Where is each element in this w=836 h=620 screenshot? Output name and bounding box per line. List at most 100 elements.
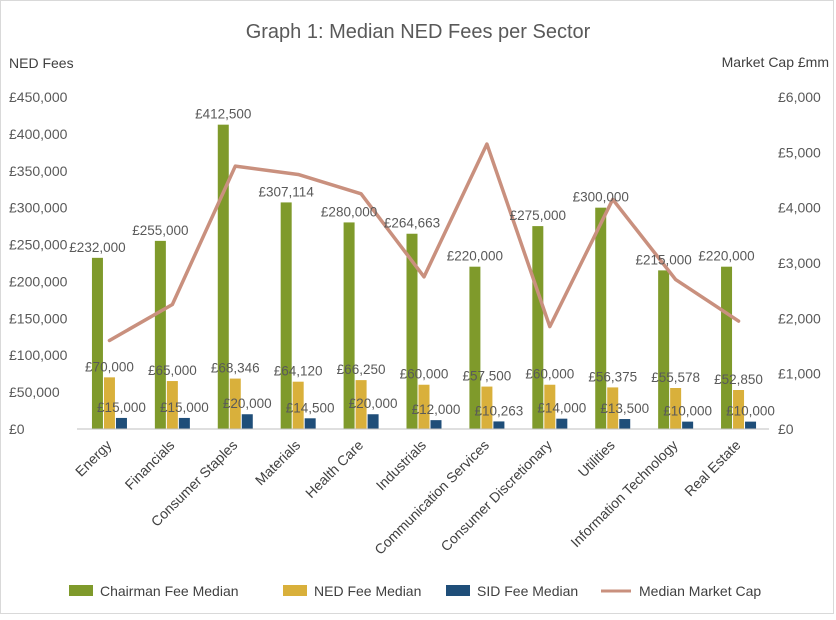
y2-tick-label: £3,000 bbox=[778, 255, 821, 271]
bar-chairman-fee-median bbox=[91, 257, 103, 429]
data-label: £65,000 bbox=[148, 363, 197, 378]
x-category-label: Utilities bbox=[575, 437, 618, 480]
data-label: £15,000 bbox=[160, 400, 209, 415]
y2-tick-label: £5,000 bbox=[778, 144, 821, 160]
bar-chairman-fee-median bbox=[595, 207, 607, 429]
y-tick-label: £0 bbox=[9, 421, 25, 437]
data-label: £220,000 bbox=[698, 249, 754, 264]
bar-sid-fee-median bbox=[304, 418, 316, 429]
bar-chairman-fee-median bbox=[280, 202, 292, 429]
y-axis-ticks: £0 £50,000 £100,000 £150,000 £200,000 £250,00… bbox=[9, 89, 68, 437]
y-tick-label: £200,000 bbox=[9, 273, 68, 289]
bar-sid-fee-median bbox=[367, 414, 379, 429]
bar-ned-fee-median bbox=[544, 384, 556, 429]
data-label: £280,000 bbox=[321, 204, 377, 219]
data-label: £66,250 bbox=[337, 362, 386, 377]
bar-ned-fee-median bbox=[229, 378, 241, 429]
data-label: £70,000 bbox=[85, 359, 134, 374]
y-tick-label: £350,000 bbox=[9, 163, 68, 179]
bar-sid-fee-median bbox=[493, 421, 505, 429]
data-label: £264,663 bbox=[384, 216, 440, 231]
bar-ned-fee-median bbox=[166, 381, 178, 429]
x-category-label: Energy bbox=[72, 437, 115, 480]
bar-sid-fee-median bbox=[115, 417, 127, 429]
y2-axis-title: Market Cap £mm bbox=[722, 54, 829, 70]
data-label: £60,000 bbox=[525, 367, 574, 382]
y-tick-label: £300,000 bbox=[9, 200, 68, 216]
bar-chairman-fee-median bbox=[154, 240, 166, 429]
data-label: £275,000 bbox=[510, 208, 566, 223]
bar-ned-fee-median bbox=[103, 377, 115, 429]
legend-swatch bbox=[283, 585, 307, 596]
bar-ned-fee-median bbox=[733, 390, 745, 429]
data-label: £20,000 bbox=[223, 396, 272, 411]
x-category-label: Industrials bbox=[373, 437, 429, 493]
data-label: £14,000 bbox=[537, 401, 586, 416]
legend: Chairman Fee Median NED Fee Median SID Fee… bbox=[69, 583, 761, 599]
data-label: £12,000 bbox=[412, 402, 461, 417]
bar-ned-fee-median bbox=[355, 380, 367, 429]
y2-tick-label: £1,000 bbox=[778, 366, 821, 382]
data-label: £14,500 bbox=[286, 400, 335, 415]
data-label: £255,000 bbox=[132, 223, 188, 238]
data-label: £13,500 bbox=[600, 401, 649, 416]
data-label: £56,375 bbox=[588, 369, 637, 384]
y2-tick-label: £4,000 bbox=[778, 200, 821, 216]
x-category-label: Information Technology bbox=[567, 437, 680, 550]
data-label: £10,000 bbox=[726, 404, 775, 419]
bar-sid-fee-median bbox=[430, 420, 442, 429]
bar-chairman-fee-median bbox=[343, 222, 355, 429]
x-category-label: Communication Services bbox=[371, 437, 492, 558]
data-label: £57,500 bbox=[463, 369, 512, 384]
y2-tick-label: £0 bbox=[778, 421, 794, 437]
y2-axis-ticks: £0 £1,000 £2,000 £3,000 £4,000 £5,000 £6,000 bbox=[778, 89, 821, 437]
legend-swatch bbox=[69, 585, 93, 596]
bars bbox=[91, 124, 757, 430]
y-tick-label: £150,000 bbox=[9, 310, 68, 326]
bar-ned-fee-median bbox=[418, 384, 430, 429]
data-label: £55,578 bbox=[651, 370, 700, 385]
y-tick-label: £250,000 bbox=[9, 237, 68, 253]
bar-ned-fee-median bbox=[670, 387, 682, 429]
data-label: £10,000 bbox=[663, 404, 712, 419]
y-tick-label: £400,000 bbox=[9, 126, 68, 142]
data-label: £68,346 bbox=[211, 361, 260, 376]
bar-sid-fee-median bbox=[682, 421, 694, 429]
legend-label: NED Fee Median bbox=[314, 583, 421, 599]
data-label: £412,500 bbox=[195, 107, 251, 122]
x-category-label: Real Estate bbox=[681, 437, 744, 500]
bar-chairman-fee-median bbox=[469, 266, 481, 429]
x-category-label: Materials bbox=[252, 437, 303, 488]
legend-label: SID Fee Median bbox=[477, 583, 578, 599]
data-label: £215,000 bbox=[635, 252, 691, 267]
data-labels: £232,000 £70,000 £15,000 £255,000 £65,000 £15… bbox=[69, 107, 775, 419]
market-cap-line bbox=[107, 142, 741, 343]
data-label: £20,000 bbox=[349, 396, 398, 411]
bar-chairman-fee-median bbox=[217, 124, 229, 430]
bar-ned-fee-median bbox=[292, 381, 304, 429]
y-axis-title: NED Fees bbox=[9, 55, 74, 71]
y-tick-label: £100,000 bbox=[9, 347, 68, 363]
y-tick-label: £50,000 bbox=[9, 384, 60, 400]
data-label: £52,850 bbox=[714, 372, 763, 387]
y-tick-label: £450,000 bbox=[9, 89, 68, 105]
bar-sid-fee-median bbox=[556, 418, 568, 429]
bar-chairman-fee-median bbox=[532, 226, 544, 429]
bar-sid-fee-median bbox=[745, 421, 757, 429]
data-label: £15,000 bbox=[97, 400, 146, 415]
bar-ned-fee-median bbox=[607, 387, 619, 429]
chart-title: Graph 1: Median NED Fees per Sector bbox=[246, 21, 591, 43]
bar-chairman-fee-median bbox=[721, 266, 733, 429]
bar-chairman-fee-median bbox=[658, 270, 670, 429]
legend-label: Median Market Cap bbox=[639, 583, 761, 599]
bar-ned-fee-median bbox=[481, 386, 493, 429]
x-category-label: Health Care bbox=[302, 437, 366, 501]
bar-sid-fee-median bbox=[241, 414, 253, 429]
market-cap-line-path bbox=[107, 142, 741, 343]
data-label: £220,000 bbox=[447, 249, 503, 264]
data-label: £300,000 bbox=[573, 190, 629, 205]
bar-chairman-fee-median bbox=[406, 233, 418, 429]
